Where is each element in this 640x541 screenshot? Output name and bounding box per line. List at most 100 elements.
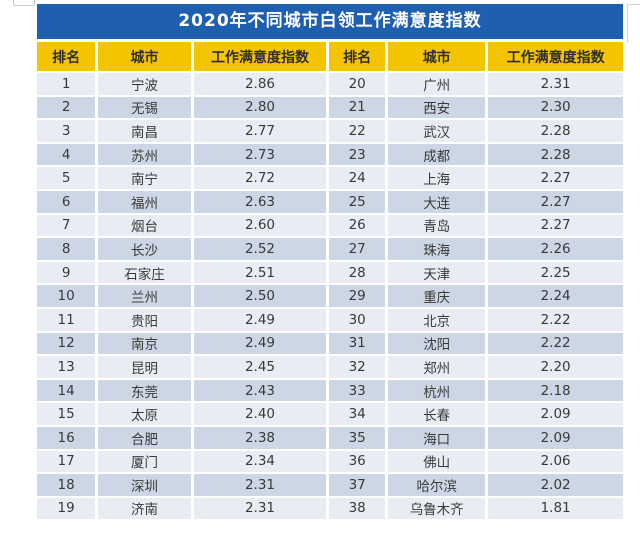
- column-header-index-right: 工作满意度指数: [488, 42, 623, 71]
- city-cell: 深圳: [98, 474, 191, 496]
- column-header-city-left: 城市: [98, 42, 191, 71]
- city-cell: 乌鲁木齐: [388, 497, 486, 520]
- index-cell: 2.18: [488, 379, 623, 402]
- rank-cell: 30: [329, 308, 386, 331]
- city-cell: 哈尔滨: [388, 474, 486, 496]
- rank-cell: 9: [37, 261, 96, 284]
- rank-cell: 2: [37, 96, 96, 119]
- header-row: 排名 城市 工作满意度指数 排名 城市 工作满意度指数: [37, 42, 623, 71]
- table-row: 4 苏州 2.73 23 成都 2.28: [37, 143, 623, 166]
- rank-cell: 37: [329, 474, 386, 496]
- table-row: 13 昆明 2.45 32 郑州 2.20: [37, 356, 623, 378]
- rank-cell: 14: [37, 379, 96, 402]
- index-cell: 2.09: [488, 426, 623, 449]
- index-cell: 2.28: [488, 120, 623, 142]
- index-cell: 2.38: [193, 426, 327, 449]
- rank-cell: 6: [37, 190, 96, 213]
- city-cell: 武汉: [388, 120, 486, 142]
- index-cell: 2.40: [193, 403, 327, 425]
- city-cell: 海口: [388, 426, 486, 449]
- rank-cell: 19: [37, 497, 96, 520]
- rank-cell: 11: [37, 308, 96, 331]
- index-cell: 2.31: [193, 474, 327, 496]
- rank-cell: 3: [37, 120, 96, 142]
- index-cell: 2.52: [193, 238, 327, 260]
- table-row: 8 长沙 2.52 27 珠海 2.26: [37, 238, 623, 260]
- table-row: 14 东莞 2.43 33 杭州 2.18: [37, 379, 623, 402]
- rank-cell: 32: [329, 356, 386, 378]
- index-cell: 2.27: [488, 214, 623, 237]
- rank-cell: 7: [37, 214, 96, 237]
- rank-cell: 29: [329, 285, 386, 307]
- rank-cell: 17: [37, 450, 96, 473]
- index-cell: 2.50: [193, 285, 327, 307]
- table-row: 3 南昌 2.77 22 武汉 2.28: [37, 120, 623, 142]
- table-row: 9 石家庄 2.51 28 天津 2.25: [37, 261, 623, 284]
- satisfaction-index-panel: 2020年不同城市白领工作满意度指数 排名 城市 工作满意度指数 排名 城市 工…: [37, 4, 623, 521]
- rank-cell: 22: [329, 120, 386, 142]
- table-row: 7 烟台 2.60 26 青岛 2.27: [37, 214, 623, 237]
- rank-cell: 35: [329, 426, 386, 449]
- rank-cell: 13: [37, 356, 96, 378]
- city-cell: 济南: [98, 497, 191, 520]
- index-cell: 2.45: [193, 356, 327, 378]
- city-cell: 南昌: [98, 120, 191, 142]
- city-cell: 烟台: [98, 214, 191, 237]
- city-cell: 昆明: [98, 356, 191, 378]
- index-cell: 2.20: [488, 356, 623, 378]
- city-cell: 长沙: [98, 238, 191, 260]
- city-cell: 沈阳: [388, 332, 486, 355]
- rank-cell: 33: [329, 379, 386, 402]
- table-row: 18 深圳 2.31 37 哈尔滨 2.02: [37, 474, 623, 496]
- index-cell: 2.06: [488, 450, 623, 473]
- index-cell: 2.73: [193, 143, 327, 166]
- index-cell: 2.22: [488, 332, 623, 355]
- index-cell: 2.63: [193, 190, 327, 213]
- index-cell: 2.22: [488, 308, 623, 331]
- city-cell: 大连: [388, 190, 486, 213]
- index-cell: 2.43: [193, 379, 327, 402]
- screenshot-crop-artifact-top-right: [627, 4, 640, 43]
- table-row: 17 厦门 2.34 36 佛山 2.06: [37, 450, 623, 473]
- city-cell: 杭州: [388, 379, 486, 402]
- index-cell: 2.09: [488, 403, 623, 425]
- index-cell: 2.80: [193, 96, 327, 119]
- city-cell: 重庆: [388, 285, 486, 307]
- satisfaction-table: 排名 城市 工作满意度指数 排名 城市 工作满意度指数 1 宁波 2.86 20…: [34, 40, 626, 521]
- city-cell: 南京: [98, 332, 191, 355]
- index-cell: 2.49: [193, 308, 327, 331]
- city-cell: 宁波: [98, 73, 191, 95]
- index-cell: 2.49: [193, 332, 327, 355]
- rank-cell: 36: [329, 450, 386, 473]
- index-cell: 2.60: [193, 214, 327, 237]
- city-cell: 福州: [98, 190, 191, 213]
- index-cell: 2.31: [193, 497, 327, 520]
- city-cell: 北京: [388, 308, 486, 331]
- table-row: 15 太原 2.40 34 长春 2.09: [37, 403, 623, 425]
- rank-cell: 27: [329, 238, 386, 260]
- city-cell: 天津: [388, 261, 486, 284]
- table-body: 1 宁波 2.86 20 广州 2.31 2 无锡 2.80 21 西安 2.3…: [37, 73, 623, 520]
- table-row: 16 合肥 2.38 35 海口 2.09: [37, 426, 623, 449]
- city-cell: 青岛: [388, 214, 486, 237]
- rank-cell: 15: [37, 403, 96, 425]
- column-header-city-right: 城市: [388, 42, 486, 71]
- table-row: 11 贵阳 2.49 30 北京 2.22: [37, 308, 623, 331]
- table-row: 2 无锡 2.80 21 西安 2.30: [37, 96, 623, 119]
- city-cell: 广州: [388, 73, 486, 95]
- index-cell: 2.51: [193, 261, 327, 284]
- rank-cell: 4: [37, 143, 96, 166]
- city-cell: 太原: [98, 403, 191, 425]
- city-cell: 贵阳: [98, 308, 191, 331]
- city-cell: 成都: [388, 143, 486, 166]
- index-cell: 2.31: [488, 73, 623, 95]
- city-cell: 西安: [388, 96, 486, 119]
- city-cell: 上海: [388, 167, 486, 189]
- index-cell: 2.25: [488, 261, 623, 284]
- column-header-index-left: 工作满意度指数: [193, 42, 327, 71]
- index-cell: 2.77: [193, 120, 327, 142]
- rank-cell: 24: [329, 167, 386, 189]
- rank-cell: 5: [37, 167, 96, 189]
- index-cell: 2.02: [488, 474, 623, 496]
- table-row: 19 济南 2.31 38 乌鲁木齐 1.81: [37, 497, 623, 520]
